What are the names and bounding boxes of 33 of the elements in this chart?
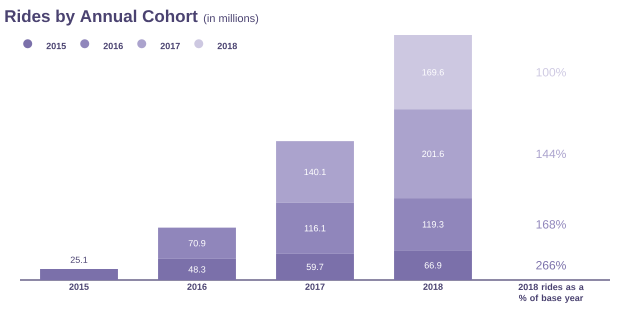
x-tick-label: 2017 [305,284,325,290]
bar [158,228,236,259]
annotation: 144% [536,150,566,158]
chart-subtitle: (in millions) [204,14,258,24]
legend-label: 2015 [46,42,66,50]
data-label: 116.1 [304,225,326,232]
data-label: 48.3 [188,266,206,273]
bar [40,268,118,280]
data-label: 59.7 [306,264,324,270]
bar [276,202,354,254]
bar [276,254,354,280]
annotation: 168% [536,220,566,229]
data-label: 66.9 [424,262,442,268]
x-tick-label: 2018 [423,284,443,290]
annotation: 266% [536,261,566,270]
x-tick-label: 2016 [187,284,207,290]
x-tick-label: 2015 [69,284,89,290]
data-label: 140.1 [304,168,326,176]
legend-label: 2018 [218,42,238,50]
legend-label: 2016 [104,42,123,50]
bar [394,35,472,110]
data-label: 119.3 [422,221,444,228]
bar [394,250,472,280]
data-label: 201.6 [422,150,444,158]
bar [276,141,354,203]
x-tick-label: 2018 rides as a % of base year [518,284,584,303]
bar [158,258,236,280]
bar [394,198,472,251]
data-label: 25.1 [70,256,88,263]
bar [394,110,472,198]
legend-label: 2017 [160,42,180,50]
chart-title: Rides by Annual Cohort [5,10,198,26]
data-label: 70.9 [188,240,206,246]
